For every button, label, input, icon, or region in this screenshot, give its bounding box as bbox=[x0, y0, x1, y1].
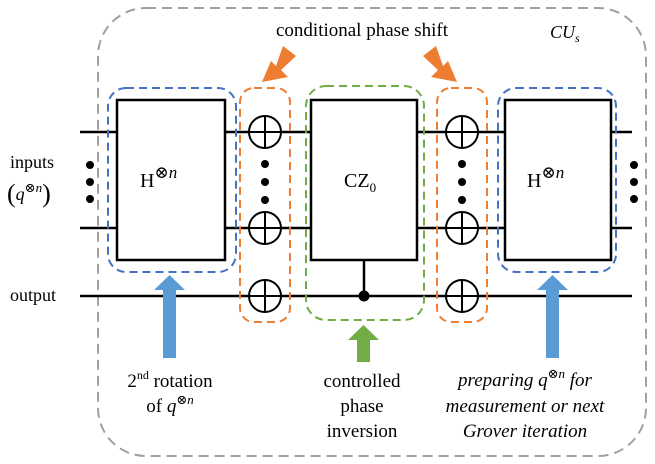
hadamard-box-2 bbox=[503, 98, 613, 262]
cu-s-label: CUs bbox=[550, 22, 580, 45]
xor-gates-1 bbox=[248, 115, 282, 313]
wire-ellipsis-left bbox=[86, 161, 94, 203]
blue-arrow-right bbox=[537, 275, 568, 358]
cz-box bbox=[309, 98, 419, 262]
wire-ellipsis-right bbox=[630, 161, 638, 203]
conditional-phase-shift-label: conditional phase shift bbox=[276, 20, 449, 41]
annotation-left-line1: 2nd rotation bbox=[127, 368, 213, 392]
green-group bbox=[305, 85, 425, 321]
annotation-center-line1: controlled bbox=[323, 371, 401, 392]
green-arrow-center bbox=[348, 325, 379, 362]
cu-s-outer-box bbox=[97, 7, 647, 457]
hadamard-label-2: H⊗n bbox=[527, 163, 564, 192]
inputs-q-label: (q⊗n) bbox=[7, 179, 51, 208]
blue-group-1 bbox=[107, 87, 237, 273]
blue-arrow-left bbox=[154, 275, 185, 358]
annotation-center-line3: inversion bbox=[327, 421, 398, 442]
xor-gates-2 bbox=[445, 115, 479, 313]
hadamard-label-1: H⊗n bbox=[140, 163, 177, 192]
orange-group-1 bbox=[239, 87, 291, 323]
output-label: output bbox=[10, 285, 56, 305]
orange-group-2 bbox=[436, 87, 488, 323]
cz-control-dot bbox=[358, 290, 370, 302]
gate-ellipsis-1 bbox=[261, 160, 269, 204]
annotation-center-line2: phase bbox=[340, 396, 383, 417]
annotation-right-line1: preparing q⊗n for bbox=[456, 366, 592, 391]
blue-group-2 bbox=[497, 87, 617, 273]
cz-label: CZ0 bbox=[344, 170, 376, 195]
hadamard-box-1 bbox=[115, 98, 227, 262]
orange-arrow-left bbox=[262, 46, 296, 82]
gate-ellipsis-2 bbox=[458, 160, 466, 204]
annotation-left-line2: of q⊗n bbox=[146, 392, 193, 417]
inputs-label: inputs bbox=[10, 152, 54, 172]
orange-arrow-right bbox=[423, 46, 457, 82]
annotation-right-line2: measurement or next bbox=[446, 396, 605, 417]
annotation-right-line3: Grover iteration bbox=[463, 421, 587, 442]
